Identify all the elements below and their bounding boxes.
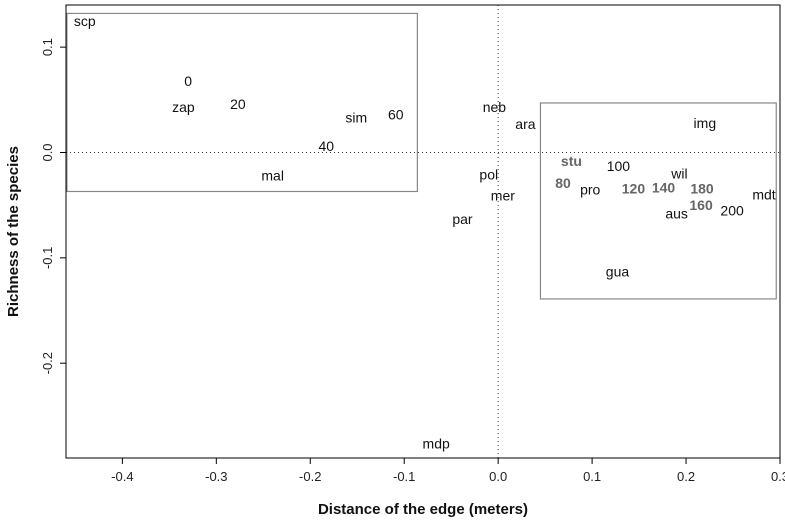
x-tick-label: -0.4 — [111, 469, 133, 484]
reference-lines — [66, 5, 780, 458]
point-label-zap: zap — [172, 99, 195, 115]
x-tick-label: 0.1 — [583, 469, 601, 484]
x-tick-label: 0.3 — [771, 469, 785, 484]
point-label-20: 20 — [230, 96, 246, 112]
y-axis: 0.1 0.0 -0.1 -0.2 — [40, 38, 66, 374]
x-tick-label: 0.2 — [677, 469, 695, 484]
x-tick-label: -0.3 — [205, 469, 227, 484]
point-label-mdp: mdp — [423, 435, 450, 451]
group-boxes — [66, 12, 777, 300]
point-label-pol: pol — [479, 167, 498, 183]
point-label-neb: neb — [483, 99, 507, 115]
y-tick-label: -0.2 — [40, 352, 55, 374]
point-label-mal: mal — [261, 168, 284, 184]
point-label-80: 80 — [555, 175, 571, 191]
point-label-pro: pro — [580, 181, 600, 197]
point-label-aus: aus — [665, 206, 688, 222]
point-label-120: 120 — [622, 180, 646, 196]
point-label-img: img — [694, 115, 717, 131]
x-axis: -0.4 -0.3 -0.2 -0.1 0.0 0.1 0.2 0.3 — [111, 458, 785, 484]
point-label-160: 160 — [689, 197, 713, 213]
point-label-40: 40 — [318, 138, 334, 154]
point-label-60: 60 — [388, 107, 404, 123]
y-axis-title: Richness of the species — [5, 146, 22, 317]
x-tick-label: -0.1 — [393, 469, 415, 484]
point-label-0: 0 — [184, 73, 192, 89]
x-axis-title: Distance of the edge (meters) — [318, 501, 528, 518]
point-label-140: 140 — [652, 179, 676, 195]
point-label-mdt: mdt — [752, 187, 775, 203]
group-box-1 — [66, 12, 418, 193]
point-label-stu: stu — [561, 153, 582, 169]
y-tick-label: 0.1 — [40, 38, 55, 56]
point-label-ara: ara — [515, 116, 535, 132]
point-label-100: 100 — [607, 158, 631, 174]
y-tick-label: 0.0 — [40, 143, 55, 161]
x-tick-label: 0.0 — [489, 469, 507, 484]
point-label-gua: gua — [606, 264, 630, 280]
point-label-par: par — [452, 211, 473, 227]
point-label-wil: wil — [670, 166, 687, 182]
point-label-sim: sim — [345, 110, 367, 126]
point-label-180: 180 — [690, 180, 714, 196]
x-tick-label: -0.2 — [299, 469, 321, 484]
plot-frame — [65, 4, 781, 459]
y-tick-label: -0.1 — [40, 247, 55, 269]
point-label-200: 200 — [720, 202, 744, 218]
group-box-2 — [539, 102, 777, 300]
point-label-mer: mer — [491, 188, 515, 204]
point-label-scp: scp — [74, 13, 96, 29]
